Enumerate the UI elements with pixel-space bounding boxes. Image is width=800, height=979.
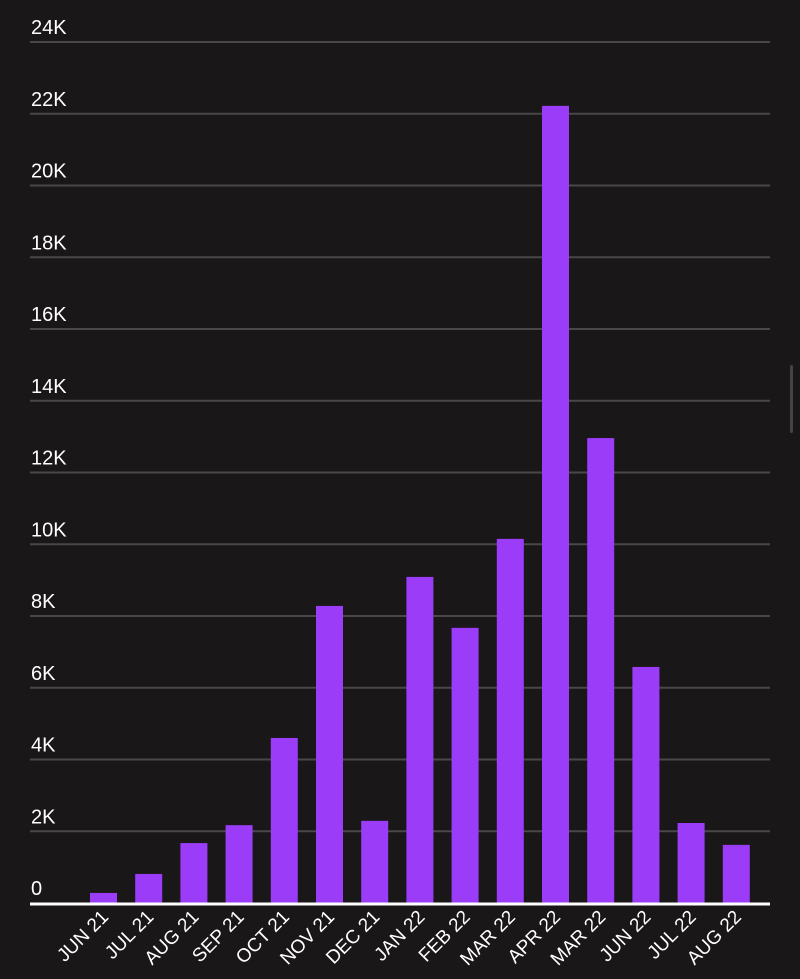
bar xyxy=(180,843,208,903)
bar xyxy=(406,576,434,903)
x-tick-label: JUN 22 xyxy=(596,907,656,967)
scrollbar[interactable] xyxy=(790,365,793,433)
y-tick-label: 12K xyxy=(31,448,67,470)
y-tick-label: 2K xyxy=(31,806,56,828)
y-tick-label: 16K xyxy=(31,304,67,326)
bar xyxy=(722,844,750,903)
bar xyxy=(135,873,163,903)
y-tick-label: 10K xyxy=(31,519,67,541)
y-tick-label: 14K xyxy=(31,376,67,398)
y-tick-label: 22K xyxy=(31,89,67,111)
y-tick-label: 20K xyxy=(31,161,67,183)
y-tick-label: 6K xyxy=(31,663,56,685)
bar xyxy=(361,820,389,903)
bar xyxy=(496,538,524,903)
bar xyxy=(677,822,705,903)
bar xyxy=(451,627,479,903)
y-tick-label: 0 xyxy=(31,878,42,900)
bar xyxy=(542,105,569,904)
y-tick-label: 24K xyxy=(31,17,67,39)
bar xyxy=(90,892,117,903)
y-tick-label: 18K xyxy=(31,232,67,254)
bar xyxy=(225,825,253,903)
bar xyxy=(270,737,298,903)
bar xyxy=(587,438,615,903)
bar xyxy=(632,666,660,903)
y-tick-label: 8K xyxy=(31,591,56,613)
x-tick-label: JUN 21 xyxy=(53,907,113,967)
bar xyxy=(316,605,343,903)
y-tick-label: 4K xyxy=(31,735,56,757)
